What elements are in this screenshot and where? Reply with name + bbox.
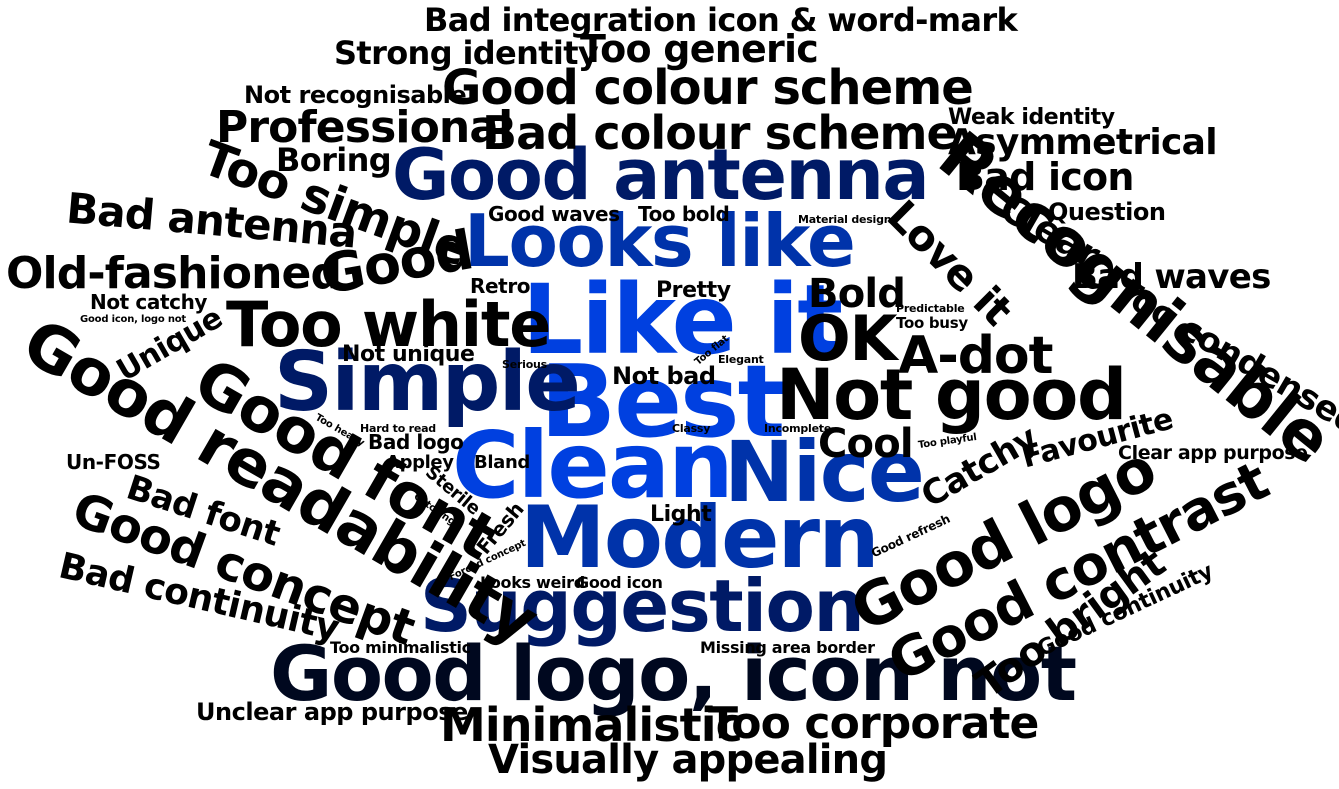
word-too-corporate: Too corporate [708,698,1039,749]
word-bland: Bland [474,452,530,473]
word-looks-like: Looks like [464,199,856,283]
word-bad-waves: Bad waves [1072,257,1271,297]
word-hard-to-read: Hard to read [360,422,436,435]
word-suggestion: Suggestion [420,564,865,648]
word-good-icon: Good icon [576,573,663,592]
word-not-unique: Not unique [342,342,475,367]
word-predictable: Predictable [896,302,965,315]
word-good-antenna: Good antenna [392,134,930,216]
word-ok: OK [798,302,898,375]
word-boring: Boring [276,141,392,179]
word-un-foss: Un-FOSS [66,450,161,474]
word-looks-weird: Looks weird [480,573,585,592]
word-good-icon-logo-not: Good icon, logo not [80,314,186,325]
word-elegant: Elegant [718,353,764,366]
word-material-design: Material design [798,213,892,226]
word-bad-colour-scheme: Bad colour scheme [482,106,958,160]
word-good-logo-icon-not: Good logo, icon not [270,629,1077,718]
word-too-minimalistic: Too minimalistic [330,638,471,657]
word-nice: Nice [724,423,925,521]
word-not-good: Not good [776,354,1127,436]
word-asymmetrical: Asymmetrical [948,122,1218,163]
word-good-colour-scheme: Good colour scheme [442,60,974,116]
word-light: Light [650,502,712,527]
word-not-recognisable: Not recognisable [244,81,467,109]
word-simple: Simple [274,335,581,430]
word-best: Best [540,343,785,460]
word-retro: Retro [470,274,531,298]
word-minimalistic: Minimalistic [440,698,743,752]
word-too-generic: Too generic [580,27,819,71]
word-professional: Professional [216,102,513,153]
word-like-it: Like it [522,264,843,376]
word-modern: Modern [520,488,880,588]
word-bad-icon: Bad icon [956,155,1134,199]
word-not-catchy: Not catchy [90,290,208,314]
word-clear-app-purpose: Clear app purpose [1118,442,1308,464]
word-too-white: Too white [226,288,551,361]
word-incomplete: Incomplete [764,422,832,435]
word-too-busy: Too busy [896,314,968,332]
word-missing-area-border: Missing area border [700,638,875,657]
word-classy: Classy [672,422,711,435]
word-not-bad: Not bad [612,362,716,390]
word-too-bold: Too bold [638,202,730,226]
word-question: Question [1048,198,1166,226]
word-good-waves: Good waves [488,202,620,226]
word-weak-identity: Weak identity [948,105,1115,130]
word-a-dot: A-dot [898,326,1053,386]
word-appley: Appley [386,452,454,473]
word-serious: Serious [502,358,547,371]
word-bad-logo: Bad logo [368,430,464,454]
word-visually-appealing: Visually appealing [488,737,888,783]
word-pretty: Pretty [656,278,731,303]
word-unclear-app-purpose: Unclear app purpose [196,698,468,726]
word-bad-integration: Bad integration icon & word-mark [424,1,1018,39]
word-cool: Cool [818,421,914,467]
word-strong-identity: Strong identity [334,34,599,72]
word-clean: Clean [452,412,734,519]
word-bold: Bold [808,271,906,317]
word-old-fashioned: Old-fashioned [6,248,342,299]
